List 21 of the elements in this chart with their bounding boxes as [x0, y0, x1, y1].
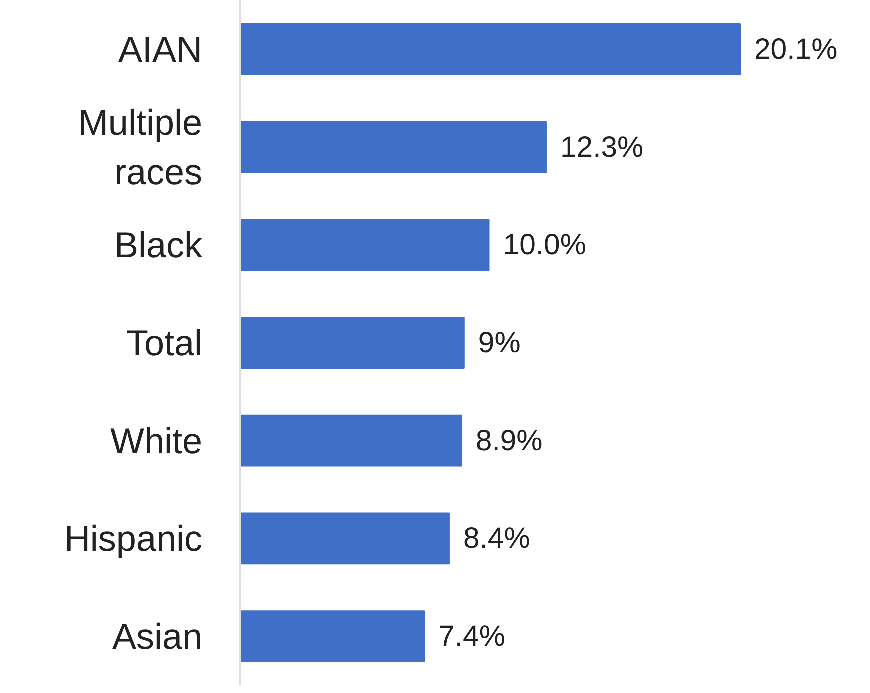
bar: [240, 219, 490, 272]
data-label: 20.1%: [754, 32, 838, 66]
data-label: 7.4%: [438, 620, 506, 654]
y-tick-label: Multiple races: [78, 102, 203, 192]
bar: [240, 512, 450, 565]
y-tick-label: Black: [114, 224, 204, 266]
bar: [240, 121, 547, 174]
y-tick-label: White: [110, 420, 203, 462]
bar: [240, 414, 462, 467]
data-label: 12.3%: [560, 130, 644, 164]
y-tick-label: AIAN: [118, 28, 203, 70]
y-tick-label: Total: [126, 322, 203, 364]
y-tick-label: Hispanic: [64, 518, 203, 560]
data-label: 8.9%: [476, 424, 543, 458]
data-label: 8.4%: [463, 522, 530, 556]
data-label: 10.0%: [503, 228, 586, 262]
data-label: 9%: [478, 326, 521, 360]
bar: [240, 317, 465, 369]
bar: [240, 23, 741, 76]
y-tick-label: Asian: [112, 616, 203, 658]
bar: [240, 610, 426, 663]
